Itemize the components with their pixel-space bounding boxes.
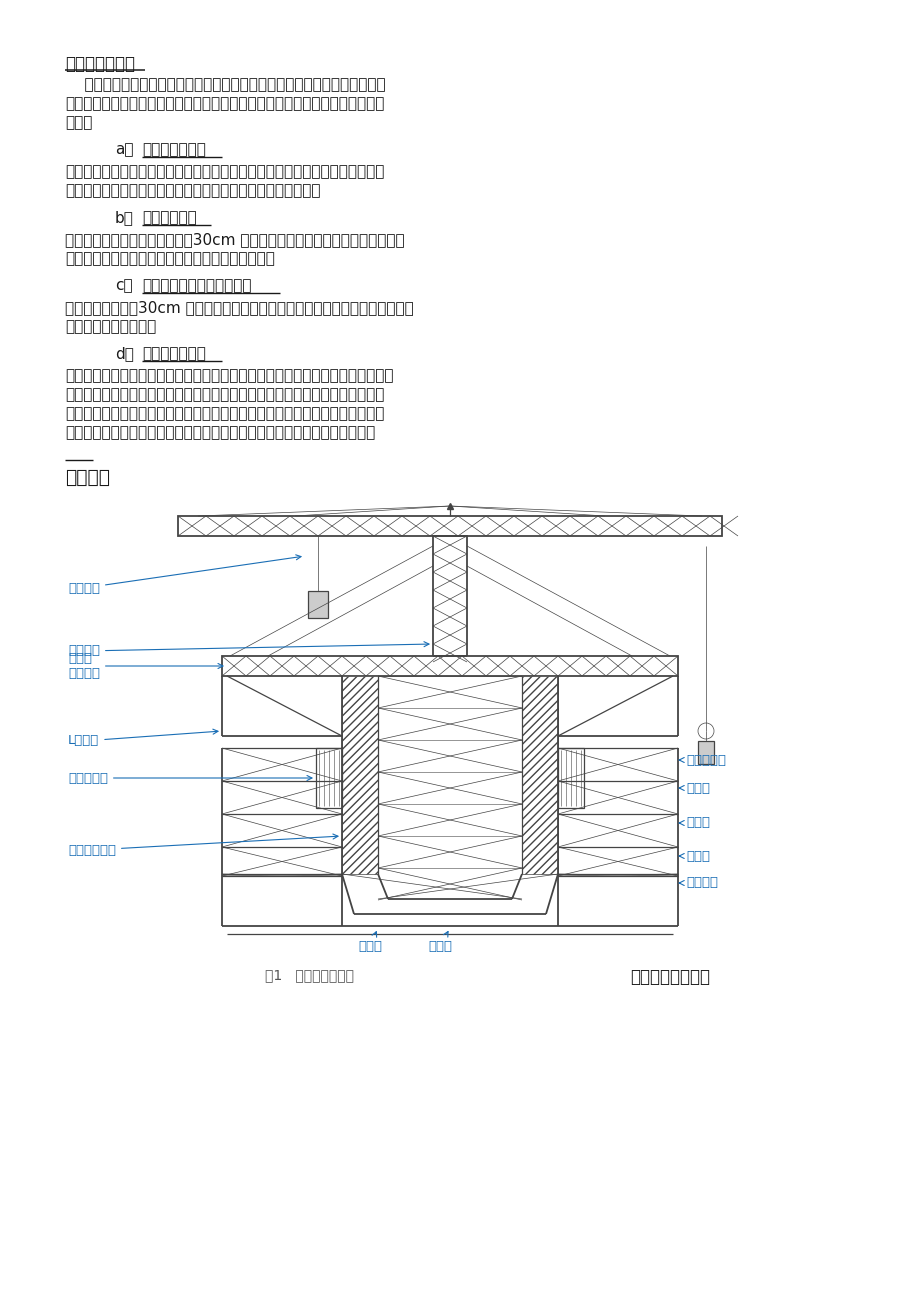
Text: d、: d、 bbox=[115, 346, 134, 361]
Text: 外套架: 外套架 bbox=[678, 781, 709, 794]
Text: 网架主
工作平台: 网架主 工作平台 bbox=[68, 652, 222, 680]
Text: 变化、钢筋绑扎、砼灌注等系列工序，对各工序应严格按标准及工艺细那么进行: 变化、钢筋绑扎、砼灌注等系列工序，对各工序应严格按标准及工艺细那么进行 bbox=[65, 96, 384, 111]
Polygon shape bbox=[308, 591, 328, 618]
Text: 附墙爬梯: 附墙爬梯 bbox=[678, 876, 717, 889]
Polygon shape bbox=[177, 516, 721, 536]
Text: 上爬架: 上爬架 bbox=[678, 816, 709, 829]
Polygon shape bbox=[521, 676, 558, 874]
Text: 标出累计收坡量，并随时检查校对、确保收坡准确。: 标出累计收坡量，并随时检查校对、确保收坡准确。 bbox=[65, 251, 275, 266]
Text: 如超出范围及时纠正。: 如超出范围及时纠正。 bbox=[65, 319, 156, 335]
Text: 每次起顶前后，值班技术人员用水准仪及时监测标高及水平，作出记录，当液压: 每次起顶前后，值班技术人员用水准仪及时监测标高及水平，作出记录，当液压 bbox=[65, 164, 384, 178]
Text: 油顶不同步、不水平时，应即时调整，误差控制在允许范围内。: 油顶不同步、不水平时，应即时调整，误差控制在允许范围内。 bbox=[65, 184, 320, 198]
Text: 爬模施工: 爬模施工 bbox=[65, 467, 110, 487]
Text: 塔吊吊臂: 塔吊吊臂 bbox=[68, 555, 301, 595]
Text: 当数量的吊蓝牛腿，牛腿间用围栏连接形成工作平台，即可施工托盘，顶帽。: 当数量的吊蓝牛腿，牛腿间用围栏连接形成工作平台，即可施工托盘，顶帽。 bbox=[65, 424, 375, 440]
Text: 组合钢模板: 组合钢模板 bbox=[68, 772, 312, 785]
Text: 图1   爬模结构示意图: 图1 爬模结构示意图 bbox=[266, 967, 354, 982]
Text: 撑托架: 撑托架 bbox=[357, 932, 381, 953]
Text: 墩身中心线及滑模平台控制: 墩身中心线及滑模平台控制 bbox=[142, 279, 251, 293]
Polygon shape bbox=[433, 536, 467, 656]
Text: 预埋穿墙螺栓: 预埋穿墙螺栓 bbox=[68, 835, 337, 857]
Polygon shape bbox=[558, 749, 584, 809]
Text: 墩身截面控制: 墩身截面控制 bbox=[142, 210, 197, 225]
Text: 爬模的根本构造，: 爬模的根本构造， bbox=[630, 967, 709, 986]
Polygon shape bbox=[221, 656, 677, 676]
Text: 墩身施工与其他: 墩身施工与其他 bbox=[142, 346, 206, 361]
Text: c、: c、 bbox=[115, 279, 132, 293]
Polygon shape bbox=[342, 676, 378, 874]
Text: 施工控制与纠偏: 施工控制与纠偏 bbox=[65, 55, 135, 73]
Text: 塔吊井架: 塔吊井架 bbox=[68, 642, 428, 658]
Text: 底模，然后在空心墩顶局部的墩外壁上套上制作好的箍圈钢板，在箍圈上悬挂适: 底模，然后在空心墩顶局部的墩外壁上套上制作好的箍圈钢板，在箍圈上悬挂适 bbox=[65, 406, 384, 421]
Text: 内套架: 内套架 bbox=[678, 849, 709, 862]
Text: a、: a、 bbox=[115, 142, 133, 158]
Text: 控制。: 控制。 bbox=[65, 115, 92, 130]
Text: 标高与水平控制: 标高与水平控制 bbox=[142, 142, 206, 158]
Text: 滑动模板在每提升30cm 时观测一次，检查墩身中线与滑模平台的中心是否一致，: 滑动模板在每提升30cm 时观测一次，检查墩身中线与滑模平台的中心是否一致， bbox=[65, 299, 414, 315]
Text: 在空心墩顶预埋木盒，留成缺口，安设予制好的钢筋砼过梁及盖板代替实体段的: 在空心墩顶预埋木盒，留成缺口，安设予制好的钢筋砼过梁及盖板代替实体段的 bbox=[65, 387, 384, 402]
Text: 空心墩在顶部需从空心段过渡到实体段并连接托盘顶帽，为了方便托盘顶帽施工，: 空心墩在顶部需从空心段过渡到实体段并连接托盘顶帽，为了方便托盘顶帽施工， bbox=[65, 368, 393, 383]
Polygon shape bbox=[315, 749, 342, 809]
Polygon shape bbox=[698, 741, 713, 764]
Text: 滑模施工是一种快速连续的施工方法，在施工过程中要完成模板收坡，截面: 滑模施工是一种快速连续的施工方法，在施工过程中要完成模板收坡，截面 bbox=[65, 77, 385, 92]
Text: 按墩身设计坡度，计算出每提升30cm 的内外收坡度，由收坡人员在顶推丝杆上: 按墩身设计坡度，计算出每提升30cm 的内外收坡度，由收坡人员在顶推丝杆上 bbox=[65, 232, 404, 247]
Text: L形支腿: L形支腿 bbox=[68, 729, 218, 747]
Text: b、: b、 bbox=[115, 210, 134, 225]
Text: 内吊脚手架: 内吊脚手架 bbox=[678, 754, 725, 767]
Text: 下爬架: 下爬架 bbox=[427, 931, 451, 953]
